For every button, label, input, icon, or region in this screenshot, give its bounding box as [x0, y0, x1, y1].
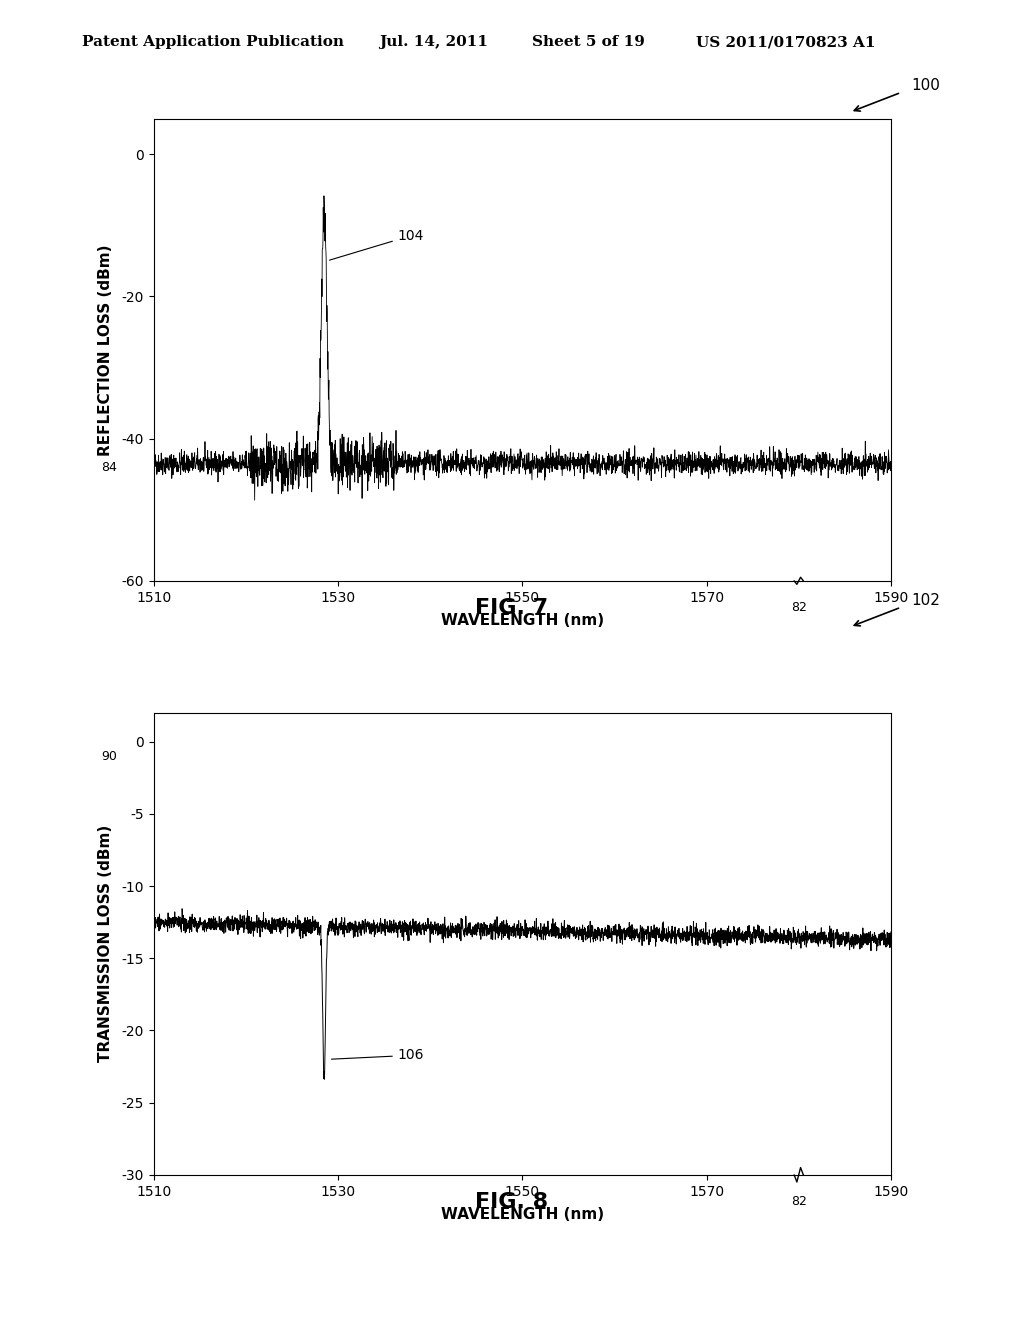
Text: 82: 82 [791, 602, 807, 614]
X-axis label: WAVELENGTH (nm): WAVELENGTH (nm) [440, 612, 604, 628]
Y-axis label: REFLECTION LOSS (dBm): REFLECTION LOSS (dBm) [98, 244, 113, 455]
Text: FIG. 7: FIG. 7 [475, 598, 549, 618]
Y-axis label: TRANSMISSION LOSS (dBm): TRANSMISSION LOSS (dBm) [98, 825, 113, 1063]
Text: 102: 102 [911, 593, 940, 607]
Text: US 2011/0170823 A1: US 2011/0170823 A1 [696, 36, 876, 49]
Text: Patent Application Publication: Patent Application Publication [82, 36, 344, 49]
X-axis label: WAVELENGTH (nm): WAVELENGTH (nm) [440, 1206, 604, 1222]
Text: 100: 100 [911, 78, 940, 92]
Text: 84: 84 [100, 461, 117, 474]
Text: Jul. 14, 2011: Jul. 14, 2011 [379, 36, 487, 49]
Text: Sheet 5 of 19: Sheet 5 of 19 [532, 36, 645, 49]
Text: FIG. 8: FIG. 8 [475, 1192, 549, 1212]
Text: 82: 82 [791, 1196, 807, 1208]
Text: 90: 90 [100, 750, 117, 763]
Text: 104: 104 [330, 228, 424, 260]
Text: 106: 106 [332, 1048, 424, 1063]
